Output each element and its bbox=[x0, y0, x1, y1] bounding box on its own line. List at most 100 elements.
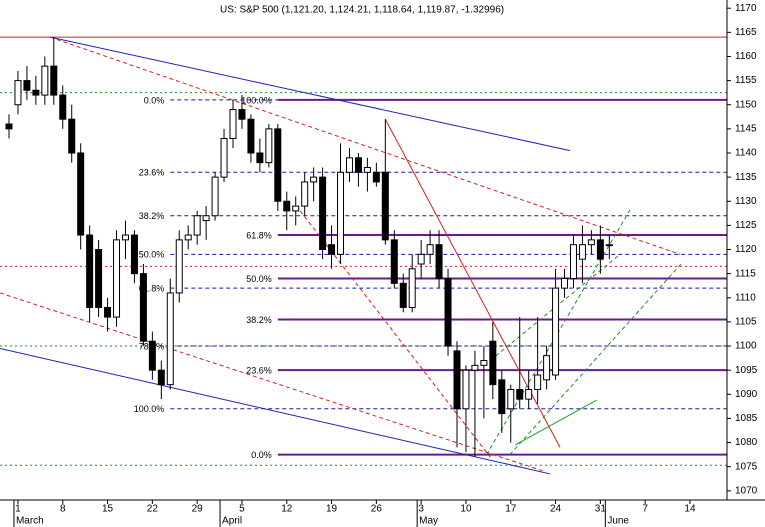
candle-body bbox=[435, 244, 443, 279]
trendline bbox=[509, 263, 682, 455]
candle-body bbox=[229, 109, 237, 140]
fib-label: 38.2% bbox=[246, 315, 272, 325]
y-tick-label: 1125 bbox=[735, 220, 757, 231]
candle-body bbox=[587, 239, 595, 246]
candle-body bbox=[328, 244, 336, 255]
candle-body bbox=[41, 65, 49, 96]
candle-body bbox=[104, 306, 112, 318]
candle-body bbox=[247, 118, 255, 154]
trendline bbox=[0, 347, 551, 475]
candle-body bbox=[220, 138, 228, 178]
fib-label: 0.0% bbox=[251, 450, 272, 460]
candle-body bbox=[121, 234, 129, 241]
candle-body bbox=[265, 128, 273, 164]
candle-body bbox=[211, 176, 219, 217]
x-tick-label: 14 bbox=[684, 504, 696, 515]
y-tick-label: 1170 bbox=[735, 3, 757, 14]
candle-body bbox=[32, 89, 40, 96]
candle-body bbox=[605, 244, 613, 247]
candle-body bbox=[113, 239, 121, 318]
candle-body bbox=[175, 239, 183, 294]
candle-body bbox=[148, 340, 156, 371]
fib-label: 61.8% bbox=[246, 230, 272, 240]
candle-body bbox=[193, 215, 201, 236]
month-label: March bbox=[16, 516, 44, 527]
y-tick-label: 1110 bbox=[735, 292, 756, 303]
y-tick-label: 1145 bbox=[735, 124, 757, 135]
candle-body bbox=[77, 152, 85, 236]
candle-body bbox=[543, 355, 551, 381]
fib-label: 50.0% bbox=[139, 250, 165, 260]
x-tick-label: 5 bbox=[239, 504, 245, 515]
x-tick-label: 17 bbox=[505, 504, 517, 515]
trendline bbox=[50, 36, 681, 255]
fib-label: 38.2% bbox=[139, 211, 165, 221]
month-label: June bbox=[607, 516, 629, 527]
y-tick-label: 1105 bbox=[735, 317, 757, 328]
trendline bbox=[50, 36, 571, 152]
candle-body bbox=[578, 244, 586, 260]
x-tick-label: 12 bbox=[281, 504, 293, 515]
candle-body bbox=[426, 244, 434, 255]
candle-body bbox=[319, 176, 327, 251]
candle-body bbox=[130, 234, 138, 275]
y-tick-label: 1075 bbox=[735, 461, 758, 472]
x-tick-label: 19 bbox=[326, 504, 338, 515]
candle-body bbox=[256, 152, 264, 164]
candle-body bbox=[507, 388, 515, 410]
y-tick-label: 1090 bbox=[735, 389, 758, 400]
candle-body bbox=[202, 215, 210, 222]
y-tick-label: 1140 bbox=[735, 148, 757, 159]
candle-body bbox=[337, 171, 345, 255]
candle-body bbox=[552, 287, 560, 376]
x-tick-label: 15 bbox=[102, 504, 114, 515]
y-tick-label: 1135 bbox=[735, 172, 757, 183]
candle-body bbox=[354, 157, 362, 173]
fib-label: 100.0% bbox=[241, 95, 272, 105]
candle-body bbox=[417, 253, 425, 265]
candle-body bbox=[372, 171, 380, 183]
candle-body bbox=[453, 350, 461, 410]
fib-label: 50.0% bbox=[246, 274, 272, 284]
fib-label: 23.6% bbox=[246, 366, 272, 376]
candle-body bbox=[157, 369, 165, 386]
candle-body bbox=[569, 244, 577, 279]
candle-body bbox=[408, 268, 416, 308]
x-tick-label: 29 bbox=[192, 504, 204, 515]
y-tick-label: 1130 bbox=[735, 196, 757, 207]
candle-body bbox=[292, 205, 300, 212]
plot-area bbox=[0, 36, 727, 475]
candle-body bbox=[139, 273, 147, 342]
y-tick-label: 1165 bbox=[735, 27, 757, 38]
candle-body bbox=[23, 80, 31, 91]
chart-title: US: S&P 500 (1,121.20, 1,124.21, 1,118.6… bbox=[220, 5, 504, 16]
candle-body bbox=[525, 388, 533, 400]
x-tick-label: 31 bbox=[595, 504, 607, 515]
candle-body bbox=[399, 282, 407, 308]
candle-body bbox=[68, 118, 76, 154]
fib-label: 78.6% bbox=[139, 341, 165, 351]
x-tick-label: 7 bbox=[642, 504, 648, 515]
candle-body bbox=[166, 292, 174, 386]
x-tick-label: 3 bbox=[418, 504, 424, 515]
y-tick-label: 1150 bbox=[735, 99, 757, 110]
y-tick-label: 1080 bbox=[735, 437, 758, 448]
y-tick-label: 1160 bbox=[735, 51, 757, 62]
trendline bbox=[0, 292, 545, 473]
x-tick-label: 1 bbox=[15, 504, 21, 515]
candle-body bbox=[345, 157, 353, 173]
candle-body bbox=[238, 109, 246, 120]
y-tick-label: 1085 bbox=[735, 413, 758, 424]
x-tick-label: 26 bbox=[371, 504, 383, 515]
y-tick-label: 1120 bbox=[735, 244, 757, 255]
candle-body bbox=[86, 234, 94, 308]
candle-body bbox=[516, 388, 524, 400]
candle-body bbox=[498, 379, 506, 415]
candle-body bbox=[5, 123, 13, 130]
fib-label: 61.8% bbox=[139, 284, 165, 294]
month-label: May bbox=[419, 516, 438, 527]
candle-body bbox=[561, 277, 569, 289]
fib-label: 23.6% bbox=[139, 168, 165, 178]
candle-body bbox=[480, 360, 488, 366]
